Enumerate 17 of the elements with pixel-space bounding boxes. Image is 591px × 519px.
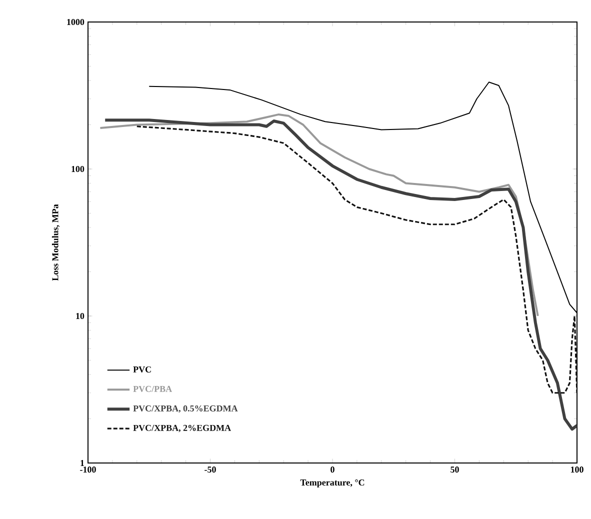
line-series [99, 113, 539, 317]
y-axis-title: Loss Modulus, MPa [52, 204, 60, 281]
y-tick-label: 10 [76, 312, 84, 320]
legend-label: PVC [133, 366, 151, 373]
x-tick-label: -50 [204, 466, 216, 473]
y-tick-label: 100 [72, 166, 84, 172]
x-tick-label: 50 [450, 466, 459, 473]
x-axis-title: Temperature, °C [300, 479, 364, 488]
legend-label: PVC/XPBA, 0.5%EGDMA [133, 405, 238, 413]
legend-label: PVC/XPBA, 2%EGDMA [133, 424, 231, 432]
line-series [104, 118, 578, 431]
legend-label: PVC/PBA [133, 386, 172, 392]
y-tick-label: 1 [80, 460, 84, 466]
y-tick-label: 1000 [67, 18, 84, 26]
x-tick-label: 0 [330, 466, 334, 473]
x-tick-label: 100 [570, 466, 584, 473]
x-tick-label: -100 [80, 466, 96, 473]
